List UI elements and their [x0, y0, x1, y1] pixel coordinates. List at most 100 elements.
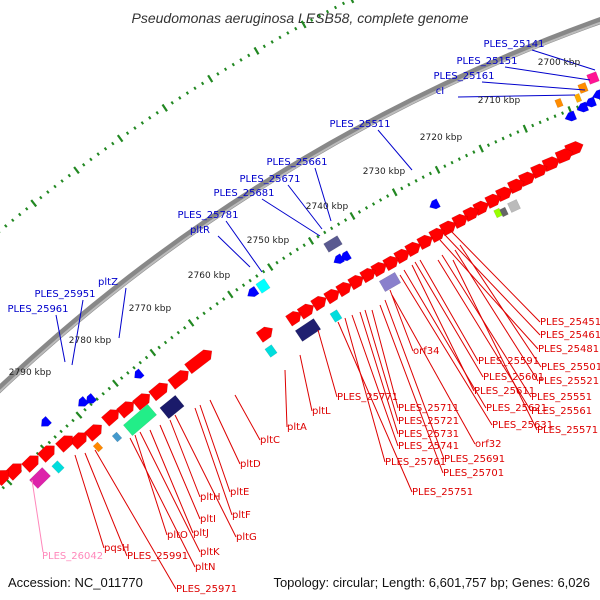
ruler-tick [163, 340, 168, 345]
ruler-tick [170, 101, 174, 105]
ruler-tick [538, 120, 542, 125]
gene-label-lower: PLES_25701 [443, 468, 504, 479]
leader-line [351, 314, 399, 447]
ruler-tick [286, 31, 290, 35]
forward-gene [0, 470, 9, 487]
scale-label: 2740 kbp [306, 202, 349, 212]
ruler-tick [25, 207, 29, 211]
leader-line [414, 261, 484, 378]
gene-label-lower: PLES_25551 [531, 392, 592, 403]
leader-line [217, 235, 251, 268]
ruler-tick [294, 26, 298, 31]
gene-label-lower: pltJ [193, 528, 209, 539]
gene-label-lower: pltE [230, 487, 249, 498]
ruler-tick [330, 226, 334, 231]
scale-label: 2760 kbp [188, 271, 231, 281]
ruler-tick [95, 397, 99, 401]
ruler-tick [53, 435, 57, 439]
leader-line [364, 309, 399, 422]
leader-line [261, 198, 321, 237]
scale-label: 2730 kbp [363, 167, 406, 177]
leader-line [449, 229, 541, 323]
ruler-tick [227, 290, 234, 299]
ruler-tick [255, 274, 259, 278]
gene-label-upper: pltZ [98, 277, 118, 288]
forward-gene [296, 303, 314, 320]
gene-label-lower: PLES_25481 [538, 344, 599, 355]
ruler-tick [202, 311, 206, 316]
gene-label-lower: pltD [240, 459, 261, 470]
leader-line [139, 431, 201, 553]
ruler-tick [386, 194, 390, 198]
ruler-tick [262, 44, 266, 49]
leader-line [457, 94, 576, 98]
pseudogene-block [573, 93, 583, 103]
ruler-tick [278, 35, 282, 40]
scale-label: 2790 kbp [9, 368, 52, 378]
ruler-tick [75, 411, 83, 419]
ruler-tick [183, 326, 187, 330]
ruler-tick [155, 111, 159, 115]
leader-line [71, 299, 84, 366]
ruler-tick [434, 165, 441, 174]
gene-label-lower: pltI [200, 514, 216, 525]
ruler-tick [71, 418, 75, 423]
gene-label-lower: PLES_25711 [398, 403, 459, 414]
ruler-tick [531, 123, 535, 128]
gene-label-upper: PLES_25141 [483, 39, 544, 50]
gene-labels: PLES_25141 PLES_25151 PLES_25161 cI PLES_255… [7, 39, 600, 595]
leader-line [31, 479, 44, 553]
ruler-tick [60, 179, 64, 183]
reverse-gene [429, 198, 441, 210]
leader-line [134, 434, 168, 536]
gene-label-lower: PLES_25691 [444, 454, 505, 465]
scale-label: 2780 kbp [69, 336, 112, 346]
backbone-arc [0, 17, 600, 394]
leader-line [439, 239, 539, 350]
gene-label-upper: PLES_25671 [239, 174, 300, 185]
ruler-tick [83, 407, 87, 412]
ruler-tick [464, 153, 469, 158]
ruler-tick [378, 198, 383, 202]
forward-gene [382, 255, 399, 272]
gene-label-lower: PLES_25771 [337, 392, 398, 403]
ruler-tick [39, 195, 43, 200]
pseudogene-block [294, 318, 322, 342]
leader-line [399, 274, 493, 426]
ruler-tick [241, 283, 246, 287]
forward-gene [428, 227, 445, 244]
scale-label: 2750 kbp [247, 236, 290, 246]
gene-label-lower: pltH [200, 492, 221, 503]
forward-gene [36, 445, 55, 463]
ruler-tick [195, 316, 200, 320]
forward-gene [100, 409, 120, 427]
gene-label-upper: pltR [190, 225, 210, 236]
pseudogene-block [323, 235, 343, 253]
forward-gene [255, 326, 273, 343]
reverse-gene [584, 96, 598, 108]
gene-label-lower: PLES_25561 [531, 406, 592, 417]
ruler-tick [116, 134, 124, 143]
ruler-tick [138, 360, 142, 365]
ruler-tick [239, 58, 243, 62]
leader-line [481, 81, 586, 91]
pseudogene-block [122, 403, 158, 437]
ruler-tick [300, 20, 307, 29]
ruler-tick [494, 140, 498, 144]
ruler-tick [46, 190, 50, 194]
gene-label-lower: PLES_25971 [176, 584, 237, 595]
ruler-tick [207, 74, 214, 83]
gene-label-upper: PLES_25161 [433, 71, 494, 82]
gene-label-lower: PLES_25991 [127, 551, 188, 562]
gene-label-lower: pltG [236, 532, 257, 543]
ruler-tick [428, 171, 432, 176]
gene-label-lower: PLES_25601 [483, 372, 544, 383]
ruler-tick [73, 166, 80, 175]
ruler-tick [89, 157, 93, 162]
leader-line [444, 234, 541, 336]
ruler-tick [310, 18, 314, 22]
leader-line [371, 309, 399, 409]
gene-label-lower: PLES_25571 [537, 425, 598, 436]
